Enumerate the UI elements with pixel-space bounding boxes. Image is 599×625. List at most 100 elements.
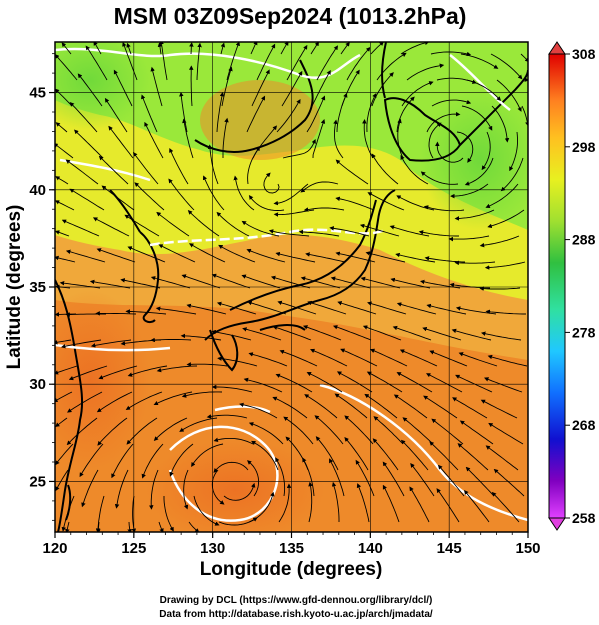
- streamline: [460, 53, 499, 69]
- streamline: [479, 286, 521, 291]
- field-cool-east: [420, 90, 528, 230]
- streamline: [509, 131, 518, 172]
- streamline: [111, 443, 134, 479]
- streamline: [132, 151, 159, 185]
- streamline: [406, 63, 445, 81]
- contour-west: [55, 343, 171, 352]
- streamline: [280, 42, 289, 55]
- streamline: [395, 252, 436, 263]
- streamline: [92, 217, 130, 237]
- streamline: [356, 483, 370, 523]
- streamline: [141, 94, 158, 133]
- streamline: [126, 417, 158, 445]
- streamline: [85, 45, 108, 81]
- streamline: [213, 461, 249, 473]
- streamline: [196, 42, 202, 81]
- streamline: [156, 211, 190, 237]
- taiwan-coast: [65, 484, 72, 521]
- streamline: [186, 303, 227, 315]
- streamline: [95, 311, 137, 316]
- streamline: [360, 276, 401, 289]
- streamline: [435, 141, 464, 163]
- y-tick-label: 25: [29, 473, 46, 490]
- streamline: [275, 251, 316, 263]
- streamline: [221, 66, 233, 107]
- streamline: [158, 244, 196, 263]
- streamline: [216, 91, 225, 133]
- streamline: [239, 402, 278, 419]
- colorbar-top-arrow: [548, 41, 566, 55]
- streamline: [298, 229, 340, 237]
- streamline: [226, 42, 240, 81]
- streamline: [211, 384, 253, 393]
- streamline: [65, 159, 99, 185]
- streamline: [344, 415, 374, 445]
- streamline: [426, 111, 461, 133]
- streamline: [490, 53, 523, 80]
- streamline: [400, 439, 429, 471]
- streamline: [77, 73, 103, 107]
- streamline: [335, 251, 376, 263]
- streamline: [55, 122, 68, 133]
- streamline: [216, 211, 250, 237]
- field-hot-west: [55, 290, 150, 470]
- streamline: [487, 354, 528, 367]
- streamline: [163, 496, 174, 532]
- streamline: [157, 42, 163, 55]
- streamline: [485, 309, 526, 315]
- streamline: [122, 42, 138, 81]
- streamline: [96, 391, 133, 413]
- streamline: [425, 373, 463, 393]
- streamline: [67, 391, 103, 413]
- streamline: [362, 325, 402, 341]
- streamline: [55, 176, 69, 185]
- streamline: [183, 469, 189, 510]
- streamline: [382, 461, 405, 497]
- streamline: [241, 220, 280, 237]
- streamline: [306, 95, 326, 133]
- colorbar-tick-label: 298: [572, 139, 596, 155]
- streamline: [496, 79, 522, 112]
- streamline: [218, 244, 256, 263]
- streamline: [193, 495, 220, 526]
- y-tick-label: 30: [29, 376, 46, 393]
- streamline: [223, 482, 256, 501]
- streamline: [399, 349, 438, 367]
- streamline: [461, 105, 493, 131]
- streamline: [251, 440, 279, 471]
- streamline: [61, 42, 72, 55]
- streamline: [420, 171, 459, 185]
- streamline: [233, 175, 255, 211]
- streamline: [367, 192, 405, 211]
- field-hot-core: [145, 440, 325, 532]
- streamline: [304, 394, 338, 419]
- streamline: [251, 69, 270, 107]
- streamline: [55, 230, 70, 237]
- streamline: [336, 92, 348, 133]
- y-axis-label: Latitude (degrees): [4, 205, 25, 370]
- streamline: [302, 325, 342, 341]
- map-plot-area: [55, 42, 528, 532]
- kuril-coast: [459, 69, 528, 146]
- streamline: [124, 214, 160, 237]
- streamline: [222, 117, 229, 158]
- streamline: [61, 495, 75, 532]
- streamline: [521, 105, 528, 127]
- streamline: [153, 417, 188, 441]
- streamline: [367, 301, 407, 315]
- streamline: [279, 349, 318, 367]
- streamline: [55, 339, 72, 345]
- streamline: [457, 443, 489, 471]
- colorbar-bottom-arrow: [548, 517, 566, 531]
- streamline: [93, 42, 102, 55]
- streamline: [180, 333, 222, 341]
- streamline: [104, 97, 128, 133]
- streamline: [392, 325, 432, 341]
- streamline: [335, 196, 375, 211]
- streamline: [81, 469, 99, 508]
- streamline: [250, 42, 258, 55]
- streamline: [272, 325, 312, 341]
- coastlines: [55, 42, 528, 532]
- china-coast-north: [109, 189, 141, 233]
- streamline: [243, 377, 283, 393]
